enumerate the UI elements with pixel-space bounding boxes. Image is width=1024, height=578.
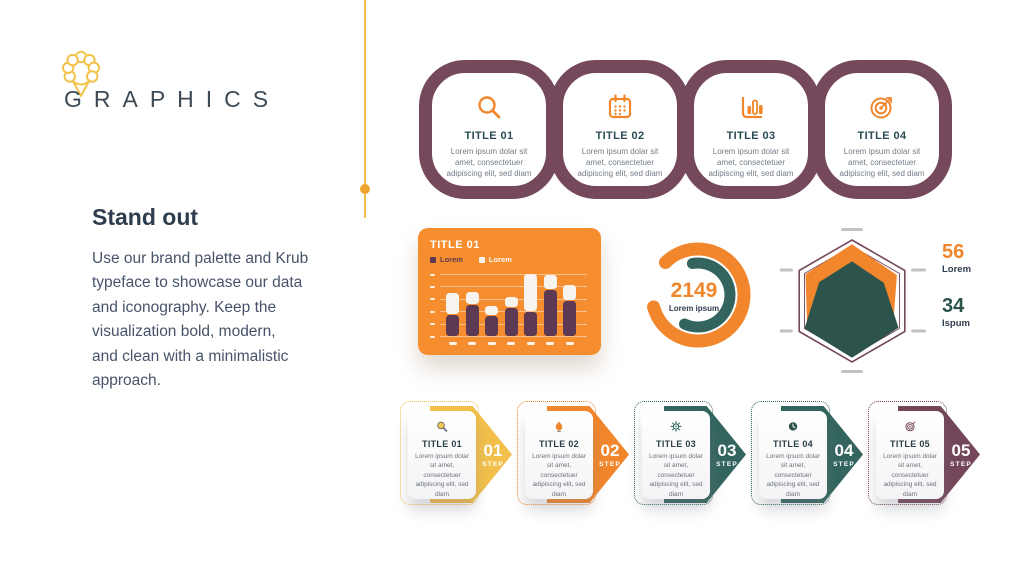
step-unit-4: 04 STEP TITLE 04 Lorem ipsum dolar sit a… [749, 398, 871, 516]
chain-title: TITLE 03 [726, 130, 776, 142]
chain-title: TITLE 04 [857, 130, 907, 142]
bar-chart-title: TITLE 01 [430, 239, 480, 251]
step-word: STEP [599, 460, 621, 468]
step-title: TITLE 05 [890, 438, 930, 449]
legend-item: Lorem [478, 255, 512, 264]
step-title: TITLE 01 [422, 438, 462, 449]
step-unit-1: 01 STEP TITLE 01 Lorem ipsum dolar sit a… [398, 398, 520, 516]
bar-chart-card: TITLE 01 Lorem Lorem [418, 228, 601, 355]
legend-label: Lorem [488, 255, 512, 264]
brand-name: GRAPHICS [64, 86, 281, 112]
stat-lorem: 56 Lorem [942, 242, 971, 275]
step-dotted-frame [634, 401, 713, 505]
chain-card-3: TITLE 03 Lorem ipsum dolar sit amet, con… [681, 60, 821, 199]
step-text: Lorem ipsum dolar sit amet, consectetuer… [883, 452, 937, 498]
donut-center: 2149 Lorem ipsum [636, 280, 752, 313]
target-icon [870, 97, 892, 119]
donut-label: Lorem ipsum [668, 304, 720, 313]
step-number-value: 01 [483, 440, 503, 460]
step-number: 04 STEP [823, 406, 865, 503]
intro-body: Use our brand palette and Krub typeface … [92, 250, 309, 390]
magnifier-icon [437, 421, 448, 432]
step-number: 01 STEP [472, 406, 514, 503]
stacked-bar-chart [430, 270, 589, 345]
stat-label: Lorem [942, 264, 972, 275]
divider-dot [360, 184, 370, 194]
step-title: TITLE 04 [773, 438, 813, 449]
stat-label: Ispum [942, 318, 970, 329]
page-title: Stand out [92, 204, 199, 230]
step-number: 05 STEP [940, 406, 982, 503]
brand-logo [52, 46, 110, 113]
chain-text: Lorem ipsum dolar sit amet, consectetuer… [446, 147, 532, 179]
bar-chart-legend: Lorem Lorem [430, 255, 589, 264]
step-number-value: 02 [600, 440, 620, 460]
step-number-value: 04 [834, 440, 854, 460]
chain-card-4: TITLE 04 Lorem ipsum dolar sit amet, con… [812, 60, 952, 199]
radar-chart [777, 226, 932, 378]
legend-item: Lorem [430, 255, 463, 264]
chain-card-1: TITLE 01 Lorem ipsum dolar sit amet, con… [419, 60, 559, 199]
step-card: TITLE 04 Lorem ipsum dolar sit amet, con… [759, 411, 827, 499]
chain-text: Lorem ipsum dolar sit amet, consectetuer… [577, 147, 663, 179]
step-title: TITLE 02 [539, 438, 579, 449]
flower-icon [62, 50, 100, 97]
chain-text: Lorem ipsum dolar sit amet, consectetuer… [708, 147, 794, 179]
step-unit-3: 03 STEP TITLE 03 Lorem ipsum dolar sit a… [632, 398, 754, 516]
chain-title: TITLE 01 [464, 130, 514, 142]
step-card: TITLE 03 Lorem ipsum dolar sit amet, con… [642, 411, 710, 499]
step-title: TITLE 03 [656, 438, 696, 449]
donut-chart: 2149 Lorem ipsum [640, 238, 756, 358]
step-unit-5: 05 STEP TITLE 05 Lorem ipsum dolar sit a… [866, 398, 988, 516]
step-card: TITLE 05 Lorem ipsum dolar sit amet, con… [876, 411, 944, 499]
legend-swatch-plum [430, 256, 436, 263]
step-text: Lorem ipsum dolar sit amet, consectetuer… [415, 452, 469, 498]
calendar-icon [608, 94, 632, 119]
step-text: Lorem ipsum dolar sit amet, consectetuer… [532, 452, 586, 498]
step-card: TITLE 01 Lorem ipsum dolar sit amet, con… [408, 411, 476, 499]
step-word: STEP [950, 460, 972, 468]
legend-swatch-cream [478, 256, 485, 263]
target-icon [905, 421, 916, 432]
donut-value: 2149 [670, 279, 718, 302]
step-number: 03 STEP [706, 406, 748, 503]
chain-row: TITLE 01 Lorem ipsum dolar sit amet, con… [419, 60, 952, 199]
step-card: TITLE 02 Lorem ipsum dolar sit amet, con… [525, 411, 593, 499]
stat-value: 34 [942, 295, 965, 317]
intro-block: Stand out Use our brand palette and Krub… [92, 204, 342, 394]
step-text: Lorem ipsum dolar sit amet, consectetuer… [766, 452, 820, 498]
vertical-divider [364, 0, 366, 218]
step-dotted-frame [751, 401, 830, 505]
sun-icon [670, 421, 682, 432]
chain-title: TITLE 02 [595, 130, 645, 142]
step-dotted-frame [400, 401, 479, 505]
step-word: STEP [716, 460, 738, 468]
donut-rings [647, 242, 751, 348]
step-dotted-frame [517, 401, 596, 505]
step-dotted-frame [868, 401, 947, 505]
step-number-value: 03 [717, 440, 737, 460]
step-text: Lorem ipsum dolar sit amet, consectetuer… [649, 452, 703, 498]
step-word: STEP [482, 460, 504, 468]
chain-text: Lorem ipsum dolar sit amet, consectetuer… [839, 147, 925, 179]
steps-row: 01 STEP TITLE 01 Lorem ipsum dolar sit a… [398, 398, 998, 528]
legend-label: Lorem [440, 255, 463, 264]
magnifier-icon [478, 96, 501, 119]
clock-icon [788, 422, 798, 431]
bar-chart-icon [741, 96, 763, 119]
stat-value: 56 [942, 241, 965, 263]
radar-stats: 56 Lorem 34 Ispum [942, 242, 971, 350]
stat-ispum: 34 Ispum [942, 296, 971, 329]
lightbulb-icon [555, 421, 563, 432]
step-unit-2: 02 STEP TITLE 02 Lorem ipsum dolar sit a… [515, 398, 637, 516]
chain-card-2: TITLE 02 Lorem ipsum dolar sit amet, con… [550, 60, 690, 199]
radar-canvas [777, 228, 927, 373]
step-number: 02 STEP [589, 406, 631, 503]
step-word: STEP [833, 460, 855, 468]
step-number-value: 05 [951, 440, 971, 460]
